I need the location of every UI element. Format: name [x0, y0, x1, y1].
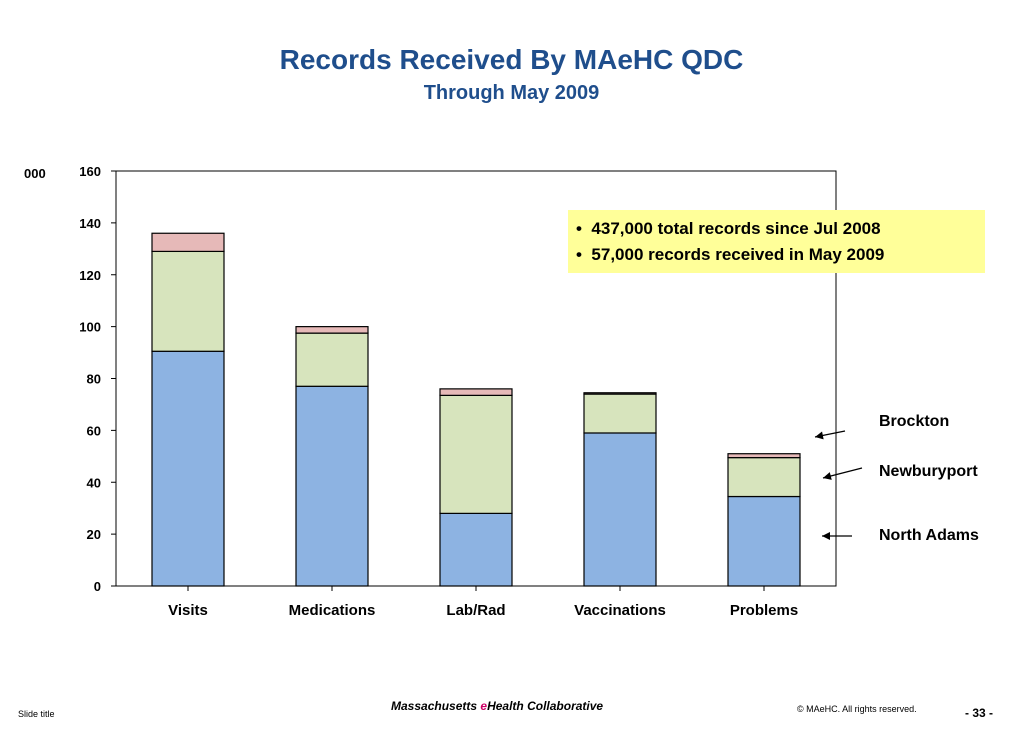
page-number: - 33 - — [965, 706, 994, 720]
callout-text: 437,000 total records since Jul 2008 — [591, 219, 881, 238]
bar-segment-brockton — [439, 388, 513, 396]
legend-arrow-newburyport-head — [823, 472, 832, 480]
bar-segment-brockton — [727, 453, 801, 459]
footer-slide-title: Slide title — [18, 709, 55, 719]
bar-segment-newburyport — [439, 394, 513, 514]
bar-segment-north-adams — [151, 350, 225, 587]
page-subtitle: Through May 2009 — [423, 82, 600, 104]
y-tick-label: 120 — [79, 268, 101, 283]
y-tick-label: 140 — [79, 216, 101, 231]
footer-copyright: © MAeHC. All rights reserved. — [797, 704, 917, 714]
y-tick-label: 160 — [79, 164, 101, 179]
bar-segment-newburyport — [583, 393, 657, 434]
y-unit-label: 000 — [24, 166, 46, 181]
org-name-part: Massachusetts — [391, 699, 481, 713]
footer-organization: Massachusetts eHealth Collaborative — [391, 699, 603, 713]
bar-segment-north-adams — [727, 495, 801, 587]
org-name-part: Health Collaborative — [487, 699, 604, 713]
page-title: Records Received By MAeHC QDC — [279, 44, 744, 75]
y-tick-label: 40 — [87, 475, 101, 490]
legend-arrow-brockton-head — [815, 431, 824, 440]
x-tick-label: Problems — [730, 602, 798, 619]
callout-bullet: • 57,000 records received in May 2009 — [576, 245, 885, 264]
bar-segment-brockton — [151, 232, 225, 253]
y-tick-label: 80 — [87, 372, 101, 387]
callout-bullet: • 437,000 total records since Jul 2008 — [576, 219, 881, 238]
bar-segment-north-adams — [583, 432, 657, 587]
bar-segment-newburyport — [151, 250, 225, 352]
legend-label-newburyport: Newburyport — [879, 463, 978, 480]
summary-callout: • 437,000 total records since Jul 2008 •… — [568, 210, 985, 273]
y-tick-label: 100 — [79, 320, 101, 335]
y-tick-label: 60 — [87, 423, 101, 438]
callout-text: 57,000 records received in May 2009 — [591, 245, 885, 264]
legend-label-north-adams: North Adams — [879, 527, 979, 544]
legend-label-brockton: Brockton — [879, 413, 950, 430]
x-tick-label: Visits — [168, 602, 208, 619]
x-tick-label: Lab/Rad — [446, 602, 505, 619]
bar-segment-brockton — [583, 392, 657, 395]
bar-segment-newburyport — [295, 332, 369, 387]
bar-segment-north-adams — [295, 385, 369, 587]
x-tick-label: Vaccinations — [574, 602, 666, 619]
bar-segment-brockton — [295, 326, 369, 334]
y-tick-label: 20 — [87, 527, 101, 542]
org-name-e: e — [480, 699, 488, 713]
y-tick-label: 0 — [94, 579, 101, 594]
bar-segment-newburyport — [727, 457, 801, 498]
bar-segment-north-adams — [439, 512, 513, 587]
x-tick-label: Medications — [289, 602, 376, 619]
legend-arrow-north-adams-head — [822, 532, 830, 540]
